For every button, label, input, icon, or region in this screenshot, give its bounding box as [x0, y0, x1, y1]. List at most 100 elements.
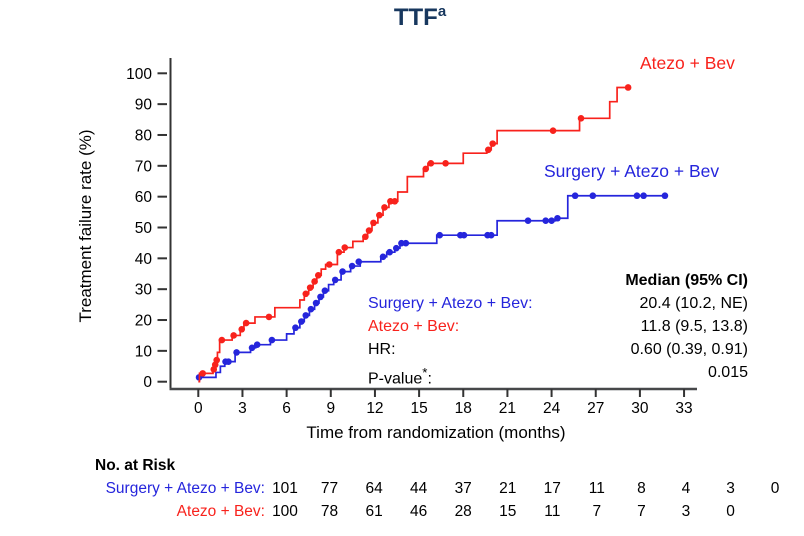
risk-value: 3 [681, 503, 691, 520]
x-tick-label: 9 [326, 400, 335, 417]
marker-dot-surgery-atezo-bev [225, 358, 232, 365]
risk-value: 61 [365, 503, 383, 520]
marker-dot-atezo-bev [577, 115, 585, 122]
y-tick-label: 60 [135, 189, 153, 206]
x-tick-label: 33 [675, 400, 692, 417]
marker-dot-surgery-atezo-bev [589, 192, 597, 200]
marker-dot-surgery-atezo-bev [317, 293, 324, 301]
risk-value: 101 [272, 480, 298, 497]
marker-dot-atezo-bev [370, 219, 377, 227]
risk-row-label-surgery: Surgery + Atezo + Bev: [105, 480, 265, 497]
title-superscript: a [437, 3, 447, 20]
y-tick-label: 90 [135, 97, 153, 114]
marker-dot-surgery-atezo-bev [339, 268, 346, 275]
stats-row-atezo: Atezo + Bev: 11.8 (9.5, 13.8) [368, 315, 748, 338]
stats-value-hr: 0.60 (0.39, 0.91) [630, 341, 748, 358]
y-tick-label: 100 [126, 66, 152, 83]
stats-label-pvalue: P-value*: [368, 365, 432, 388]
marker-dot-surgery-atezo-bev [661, 192, 669, 200]
marker-dot-atezo-bev [213, 356, 220, 364]
marker-dot-surgery-atezo-bev [548, 217, 555, 225]
marker-dot-surgery-atezo-bev [355, 258, 363, 266]
x-tick-label: 6 [282, 400, 291, 417]
marker-dot-atezo-bev [230, 332, 237, 339]
risk-value: 64 [365, 480, 383, 497]
marker-dot-atezo-bev [302, 290, 310, 298]
marker-dot-atezo-bev [442, 160, 449, 167]
marker-dot-surgery-atezo-bev [292, 324, 299, 332]
risk-value: 46 [410, 503, 428, 520]
risk-values-row-1: 100 78 61 46 28 15 11 7 7 3 0 [0, 503, 804, 523]
marker-dot-atezo-bev [311, 278, 318, 285]
marker-dot-surgery-atezo-bev [524, 217, 532, 225]
marker-dot-atezo-bev [242, 319, 250, 327]
marker-dot-surgery-atezo-bev [312, 299, 320, 307]
stats-header-label: Median (95% CI) [625, 272, 748, 289]
marker-dot-surgery-atezo-bev [460, 231, 468, 239]
marker-dot-surgery-atezo-bev [348, 262, 356, 270]
x-tick-label: 27 [587, 400, 604, 417]
marker-dot-atezo-bev [341, 244, 349, 251]
risk-value: 21 [499, 480, 517, 497]
stats-panel: Median (95% CI) Surgery + Atezo + Bev: 2… [368, 269, 748, 390]
x-tick-label: 12 [366, 400, 383, 417]
risk-value: 3 [726, 480, 735, 497]
stats-row-hr: HR: 0.60 (0.39, 0.91) [368, 338, 748, 361]
risk-value: 44 [410, 480, 428, 497]
stats-row-surgery: Surgery + Atezo + Bev: 20.4 (10.2, NE) [368, 292, 748, 315]
y-tick-label: 30 [135, 282, 153, 299]
marker-dot-surgery-atezo-bev [392, 244, 400, 252]
y-tick-label: 80 [135, 127, 153, 144]
page-title: TTFa [0, 3, 804, 32]
risk-value: 11 [588, 480, 605, 497]
y-tick-label: 10 [135, 343, 153, 360]
marker-dot-surgery-atezo-bev [298, 318, 305, 325]
marker-dot-surgery-atezo-bev [402, 239, 410, 247]
pvalue-asterisk: * [422, 365, 428, 380]
marker-dot-atezo-bev [306, 284, 314, 291]
stats-row-pvalue: P-value*: 0.015 [368, 361, 748, 390]
marker-dot-atezo-bev [335, 248, 343, 256]
stats-label-surgery: Surgery + Atezo + Bev: [368, 295, 533, 312]
risk-value: 28 [454, 503, 472, 520]
risk-value: 37 [454, 480, 472, 497]
marker-dot-surgery-atezo-bev [233, 349, 240, 356]
risk-value: 77 [320, 480, 339, 497]
marker-dot-atezo-bev [376, 211, 383, 219]
x-tick-label: 24 [543, 400, 561, 417]
marker-dot-atezo-bev [238, 325, 246, 333]
marker-dot-surgery-atezo-bev [331, 276, 339, 284]
marker-dot-atezo-bev [422, 165, 430, 173]
marker-dot-surgery-atezo-bev [542, 217, 549, 225]
x-tick-label: 21 [499, 400, 516, 417]
legend-surgery-atezo-bev: Surgery + Atezo + Bev [544, 161, 720, 181]
marker-dot-surgery-atezo-bev [302, 312, 310, 319]
marker-dot-atezo-bev [314, 272, 322, 279]
marker-dot-atezo-bev [381, 204, 388, 211]
marker-dot-atezo-bev [362, 233, 369, 241]
risk-value: 8 [637, 480, 646, 497]
risk-value: 100 [272, 503, 298, 520]
marker-dot-atezo-bev [624, 84, 632, 91]
marker-dot-atezo-bev [218, 336, 226, 344]
y-tick-label: 0 [143, 374, 152, 391]
risk-value: 7 [592, 503, 602, 520]
marker-dot-atezo-bev [427, 160, 435, 167]
marker-dot-surgery-atezo-bev [633, 192, 641, 200]
stats-value-surgery: 20.4 (10.2, NE) [639, 295, 749, 312]
marker-dot-surgery-atezo-bev [640, 192, 647, 200]
marker-dot-atezo-bev [489, 140, 497, 147]
marker-dot-atezo-bev [391, 197, 399, 205]
risk-value: 0 [770, 480, 780, 497]
marker-dot-atezo-bev [365, 227, 373, 234]
risk-value: 7 [637, 503, 646, 520]
risk-value: 11 [544, 503, 561, 520]
y-tick-label: 20 [135, 313, 153, 330]
risk-value: 15 [499, 503, 517, 520]
risk-table-title: No. at Risk [95, 457, 176, 474]
marker-dot-surgery-atezo-bev [321, 287, 329, 295]
y-tick-label: 70 [135, 158, 153, 175]
legend-atezo-bev: Atezo + Bev [640, 53, 735, 73]
